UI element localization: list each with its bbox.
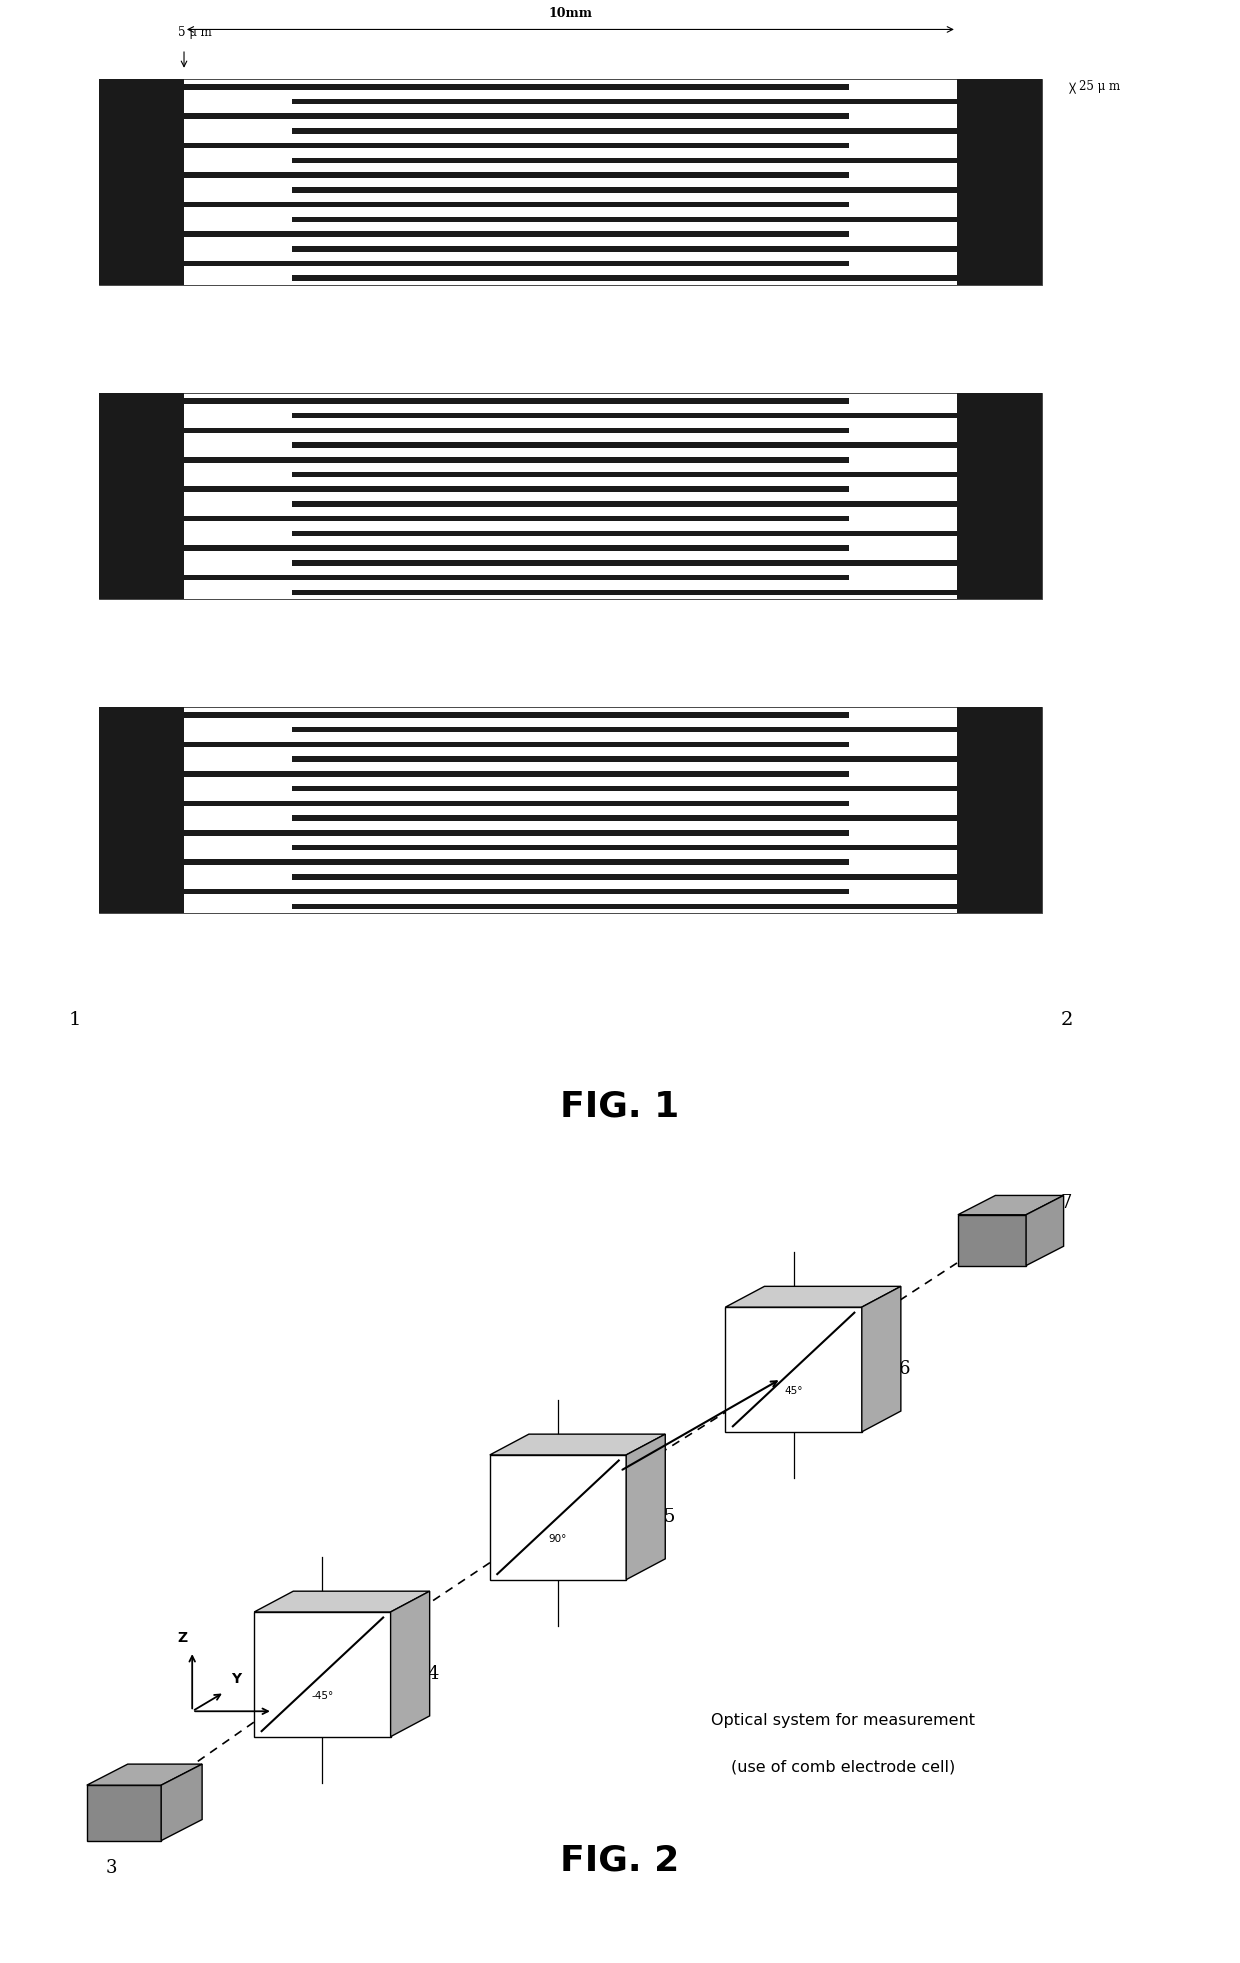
Polygon shape [725, 1307, 862, 1431]
Bar [184, 713, 848, 718]
Text: X: X [283, 1704, 294, 1718]
Bar [293, 903, 957, 909]
Polygon shape [391, 1592, 430, 1737]
Bar [293, 530, 957, 536]
Text: 7: 7 [1060, 1194, 1071, 1213]
Text: 2: 2 [1060, 1011, 1073, 1029]
Bar [293, 412, 957, 418]
Bar [184, 232, 848, 238]
Bar [99, 707, 1042, 913]
Polygon shape [957, 1195, 1064, 1215]
Bar [99, 79, 184, 285]
Bar [184, 398, 848, 404]
Polygon shape [87, 1784, 161, 1841]
Bar [184, 261, 848, 267]
Bar [293, 756, 957, 762]
Bar [293, 815, 957, 821]
Polygon shape [87, 1765, 202, 1784]
Text: 3: 3 [105, 1859, 118, 1877]
Polygon shape [254, 1612, 391, 1737]
Bar [957, 79, 1042, 285]
Polygon shape [626, 1435, 665, 1580]
Bar [293, 128, 957, 133]
Text: 5: 5 [663, 1508, 675, 1527]
Bar [184, 575, 848, 581]
Text: 1: 1 [68, 1011, 81, 1029]
Bar [99, 707, 184, 913]
Bar [184, 173, 848, 179]
Bar [293, 726, 957, 732]
Text: FIG. 2: FIG. 2 [560, 1843, 680, 1877]
Bar [293, 275, 957, 281]
Polygon shape [1027, 1195, 1064, 1266]
Bar [293, 559, 957, 565]
Text: -45°: -45° [311, 1690, 334, 1702]
Polygon shape [862, 1286, 901, 1431]
Bar [293, 874, 957, 879]
Bar [957, 393, 1042, 599]
Bar [293, 216, 957, 222]
Text: Y: Y [231, 1672, 241, 1686]
Bar [184, 830, 848, 836]
Bar [293, 157, 957, 163]
Bar [293, 844, 957, 850]
Bar [957, 707, 1042, 913]
Polygon shape [490, 1455, 626, 1580]
Bar [293, 245, 957, 251]
Bar [184, 771, 848, 777]
Bar [184, 143, 848, 149]
Bar [184, 801, 848, 807]
Text: 45°: 45° [785, 1386, 802, 1396]
Bar [293, 186, 957, 192]
Bar [293, 471, 957, 477]
Bar [293, 442, 957, 448]
Bar [99, 393, 184, 599]
Text: Optical system for measurement: Optical system for measurement [712, 1714, 975, 1727]
Text: 25 μ m: 25 μ m [1079, 80, 1120, 94]
Bar [184, 516, 848, 522]
Bar [99, 79, 1042, 285]
Text: 4: 4 [428, 1665, 439, 1684]
Text: 90°: 90° [549, 1533, 567, 1545]
Bar [293, 589, 957, 595]
Bar [184, 546, 848, 552]
Polygon shape [490, 1435, 665, 1455]
Bar [184, 487, 848, 493]
Bar [293, 98, 957, 104]
Polygon shape [725, 1286, 901, 1307]
Bar [184, 114, 848, 120]
Polygon shape [957, 1215, 1027, 1266]
Bar [184, 202, 848, 208]
Polygon shape [254, 1592, 430, 1612]
Bar [184, 742, 848, 748]
Text: FIG. 1: FIG. 1 [560, 1089, 680, 1123]
Text: 6: 6 [899, 1360, 910, 1378]
Text: (use of comb electrode cell): (use of comb electrode cell) [732, 1759, 955, 1775]
Text: 10mm: 10mm [548, 6, 593, 20]
Bar [99, 393, 1042, 599]
Bar [184, 84, 848, 90]
Text: 5 μ m: 5 μ m [177, 26, 212, 39]
Bar [184, 889, 848, 895]
Bar [293, 501, 957, 506]
Bar [184, 428, 848, 434]
Text: Z: Z [177, 1631, 187, 1645]
Bar [184, 860, 848, 866]
Bar [184, 457, 848, 463]
Polygon shape [161, 1765, 202, 1841]
Bar [293, 785, 957, 791]
